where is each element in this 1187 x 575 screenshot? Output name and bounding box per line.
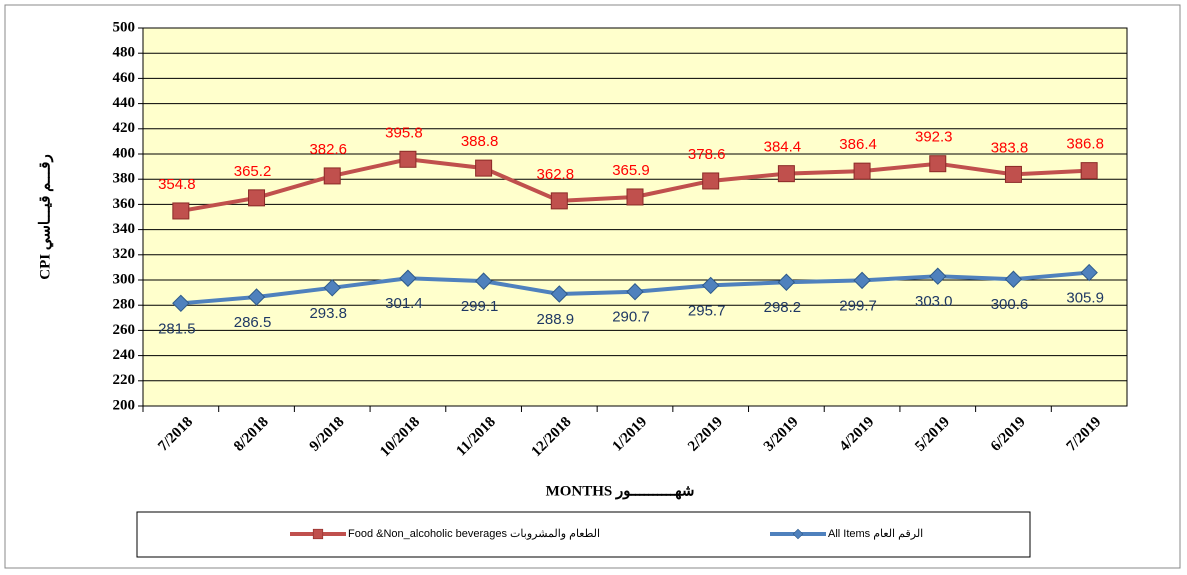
y-tick-label: 400 bbox=[113, 145, 136, 161]
marker bbox=[323, 167, 341, 185]
data-label: 382.6 bbox=[309, 141, 347, 158]
data-label: 293.8 bbox=[309, 305, 347, 322]
marker bbox=[853, 162, 871, 180]
x-axis-label: MONTHS شهــــــــــور bbox=[546, 483, 695, 499]
y-tick-label: 380 bbox=[113, 171, 136, 187]
y-tick-label: 240 bbox=[113, 347, 136, 363]
data-label: 288.9 bbox=[537, 311, 575, 328]
data-label: 298.2 bbox=[764, 299, 802, 316]
y-tick-label: 320 bbox=[113, 246, 136, 262]
data-label: 362.8 bbox=[537, 166, 575, 183]
y-tick-label: 360 bbox=[113, 196, 136, 212]
legend-label: Food &Non_alcoholic beverages الطعام وال… bbox=[348, 528, 600, 540]
data-label: 286.5 bbox=[234, 314, 272, 331]
data-label: 300.6 bbox=[991, 296, 1029, 313]
data-label: 383.8 bbox=[991, 139, 1029, 156]
marker bbox=[172, 202, 190, 220]
marker bbox=[702, 172, 720, 190]
data-label: 384.4 bbox=[764, 139, 802, 156]
data-label: 395.8 bbox=[385, 124, 423, 141]
marker bbox=[929, 267, 947, 285]
marker bbox=[626, 283, 644, 301]
marker bbox=[1004, 270, 1023, 288]
y-tick-label: 440 bbox=[113, 95, 136, 111]
y-tick-label: 340 bbox=[113, 221, 136, 237]
data-label: 386.8 bbox=[1066, 136, 1104, 153]
plot-area bbox=[142, 27, 1128, 407]
marker bbox=[550, 192, 568, 210]
data-label: 281.5 bbox=[158, 320, 196, 337]
data-label: 303.0 bbox=[915, 293, 953, 310]
y-tick-label: 300 bbox=[113, 271, 136, 287]
marker bbox=[1004, 165, 1022, 183]
y-tick-label: 500 bbox=[113, 19, 136, 35]
y-tick-label: 220 bbox=[113, 372, 136, 388]
data-label: 365.2 bbox=[234, 163, 272, 180]
marker bbox=[475, 159, 493, 177]
data-label: 365.9 bbox=[612, 162, 650, 179]
data-label: 290.7 bbox=[612, 309, 650, 326]
data-label: 392.3 bbox=[915, 129, 953, 146]
y-tick-label: 260 bbox=[113, 322, 136, 338]
data-label: 301.4 bbox=[385, 295, 423, 312]
data-label: 299.7 bbox=[839, 297, 877, 314]
marker bbox=[853, 271, 871, 290]
marker bbox=[247, 288, 266, 306]
marker bbox=[323, 279, 341, 297]
marker bbox=[1080, 162, 1098, 180]
marker bbox=[929, 155, 947, 173]
data-label: 354.8 bbox=[158, 176, 196, 193]
marker bbox=[1080, 263, 1098, 282]
marker bbox=[172, 294, 190, 313]
marker bbox=[777, 165, 795, 183]
data-label: 299.1 bbox=[461, 298, 499, 315]
marker bbox=[626, 188, 644, 206]
legend-label: All Items الرقم العام bbox=[828, 528, 923, 540]
data-label: 386.4 bbox=[839, 136, 877, 153]
marker bbox=[550, 285, 569, 303]
marker bbox=[792, 528, 804, 540]
y-axis-label: CPI رقـــم قيـــاسي bbox=[37, 154, 54, 279]
data-label: 305.9 bbox=[1066, 290, 1104, 307]
data-label: 295.7 bbox=[688, 302, 726, 319]
marker bbox=[474, 272, 493, 290]
data-label: 378.6 bbox=[688, 146, 726, 163]
y-tick-label: 200 bbox=[113, 397, 136, 413]
marker bbox=[312, 528, 324, 540]
y-tick-label: 280 bbox=[113, 297, 136, 313]
marker bbox=[248, 189, 266, 207]
marker bbox=[399, 269, 417, 287]
data-label: 388.8 bbox=[461, 133, 499, 150]
marker bbox=[777, 273, 796, 291]
y-tick-label: 480 bbox=[113, 45, 136, 61]
marker bbox=[399, 150, 417, 168]
marker bbox=[701, 276, 720, 295]
legend bbox=[136, 511, 1031, 558]
y-tick-label: 460 bbox=[113, 70, 136, 86]
y-tick-label: 420 bbox=[113, 120, 136, 136]
